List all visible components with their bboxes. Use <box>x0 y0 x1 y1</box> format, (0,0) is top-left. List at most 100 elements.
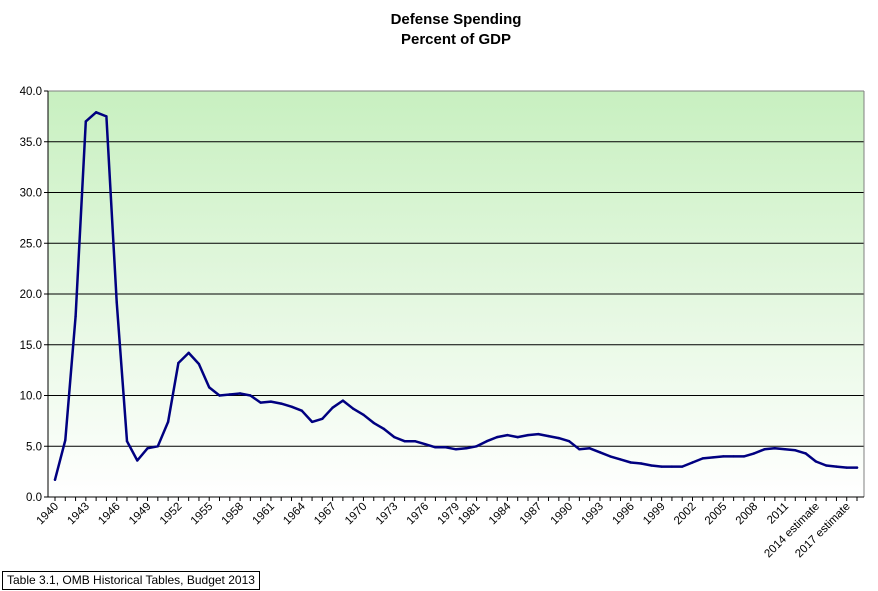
data-point <box>516 435 519 439</box>
data-point <box>290 405 293 408</box>
x-tick-label: 1979 <box>436 501 463 528</box>
chart-subtitle: Percent of GDP <box>400 31 512 48</box>
data-point <box>619 458 622 461</box>
data-point <box>280 402 283 405</box>
data-point <box>197 362 201 366</box>
data-point <box>372 421 375 425</box>
data-point <box>773 447 776 450</box>
data-point <box>650 464 653 467</box>
data-point <box>208 386 211 389</box>
data-point <box>845 466 848 469</box>
data-point <box>794 449 797 452</box>
data-point <box>393 435 396 439</box>
data-point <box>506 433 509 437</box>
x-tick-label: 1949 <box>127 501 154 528</box>
y-tick-label: 35.0 <box>20 137 42 149</box>
data-point <box>136 459 139 462</box>
data-point <box>701 457 704 460</box>
x-tick-label: 1984 <box>487 500 514 527</box>
y-tick-label: 0.0 <box>26 492 42 504</box>
data-point <box>146 447 149 450</box>
y-tick-label: 10.0 <box>20 391 42 403</box>
data-point <box>115 300 118 304</box>
data-point <box>691 461 694 464</box>
x-tick-label: 1999 <box>641 501 668 528</box>
data-point <box>444 446 447 449</box>
data-point <box>835 465 838 468</box>
y-tick-label: 15.0 <box>20 340 42 352</box>
x-tick-label: 1952 <box>158 501 185 528</box>
data-point <box>742 455 746 458</box>
data-point <box>855 466 859 469</box>
x-tick-label: 2014 estimate <box>762 501 822 561</box>
data-point <box>465 447 468 450</box>
data-point <box>64 438 67 442</box>
data-point <box>382 427 386 431</box>
data-point <box>485 439 489 443</box>
data-point <box>269 400 273 403</box>
y-tick-label: 30.0 <box>20 188 42 200</box>
data-point <box>84 120 88 123</box>
data-point <box>403 439 406 443</box>
data-point <box>639 462 643 465</box>
x-tick-label: 1964 <box>281 500 308 527</box>
data-point <box>105 115 108 118</box>
data-point <box>537 432 540 436</box>
x-tick-label: 2008 <box>734 501 761 528</box>
x-tick-label: 1981 <box>456 501 483 528</box>
x-tick-label: 2005 <box>703 501 730 528</box>
y-tick-label: 20.0 <box>20 289 42 301</box>
x-tick-label: 1973 <box>374 501 401 528</box>
data-point <box>238 392 242 395</box>
data-point <box>177 361 180 365</box>
x-tick-label: 1940 <box>35 501 62 528</box>
data-point <box>74 315 77 318</box>
data-point <box>166 420 170 424</box>
x-tick-label: 1976 <box>405 501 432 528</box>
data-point <box>249 394 252 397</box>
data-point <box>259 401 262 404</box>
data-point <box>629 461 632 464</box>
data-point <box>752 452 756 455</box>
data-point <box>321 417 324 421</box>
data-point <box>228 393 231 396</box>
data-point <box>804 452 807 455</box>
data-point <box>413 439 417 443</box>
data-point <box>814 460 818 463</box>
data-point <box>362 413 365 416</box>
chart-title-main: Defense Spending <box>390 11 522 28</box>
data-point <box>331 406 334 409</box>
data-point <box>567 439 571 443</box>
data-point <box>609 455 612 458</box>
data-point <box>187 351 190 355</box>
data-point <box>763 448 766 451</box>
x-tick-label: 1987 <box>518 501 545 528</box>
data-point <box>125 439 129 443</box>
data-point <box>722 455 725 458</box>
data-point <box>454 448 458 451</box>
data-point <box>310 420 314 424</box>
data-point <box>547 434 550 438</box>
x-tick-label: 1961 <box>250 501 277 528</box>
x-tick-label: 1996 <box>610 501 637 528</box>
data-point <box>660 465 663 468</box>
data-point <box>824 464 828 467</box>
data-point <box>526 433 530 437</box>
data-point <box>495 435 499 439</box>
data-point <box>423 443 427 446</box>
data-point <box>588 447 591 450</box>
data-point <box>475 445 478 448</box>
data-point <box>156 445 160 448</box>
data-point <box>557 436 561 440</box>
data-point <box>670 465 674 468</box>
x-tick-label: 1955 <box>189 501 216 528</box>
data-point <box>53 478 57 481</box>
x-tick-label: 1943 <box>65 501 92 528</box>
x-tick-label: 1967 <box>312 501 339 528</box>
x-tick-label: 2002 <box>672 501 699 528</box>
x-tick-label: 1990 <box>549 501 576 528</box>
data-point <box>598 451 602 454</box>
data-point <box>300 409 303 412</box>
x-tick-label: 1993 <box>579 501 606 528</box>
data-point <box>341 399 345 402</box>
